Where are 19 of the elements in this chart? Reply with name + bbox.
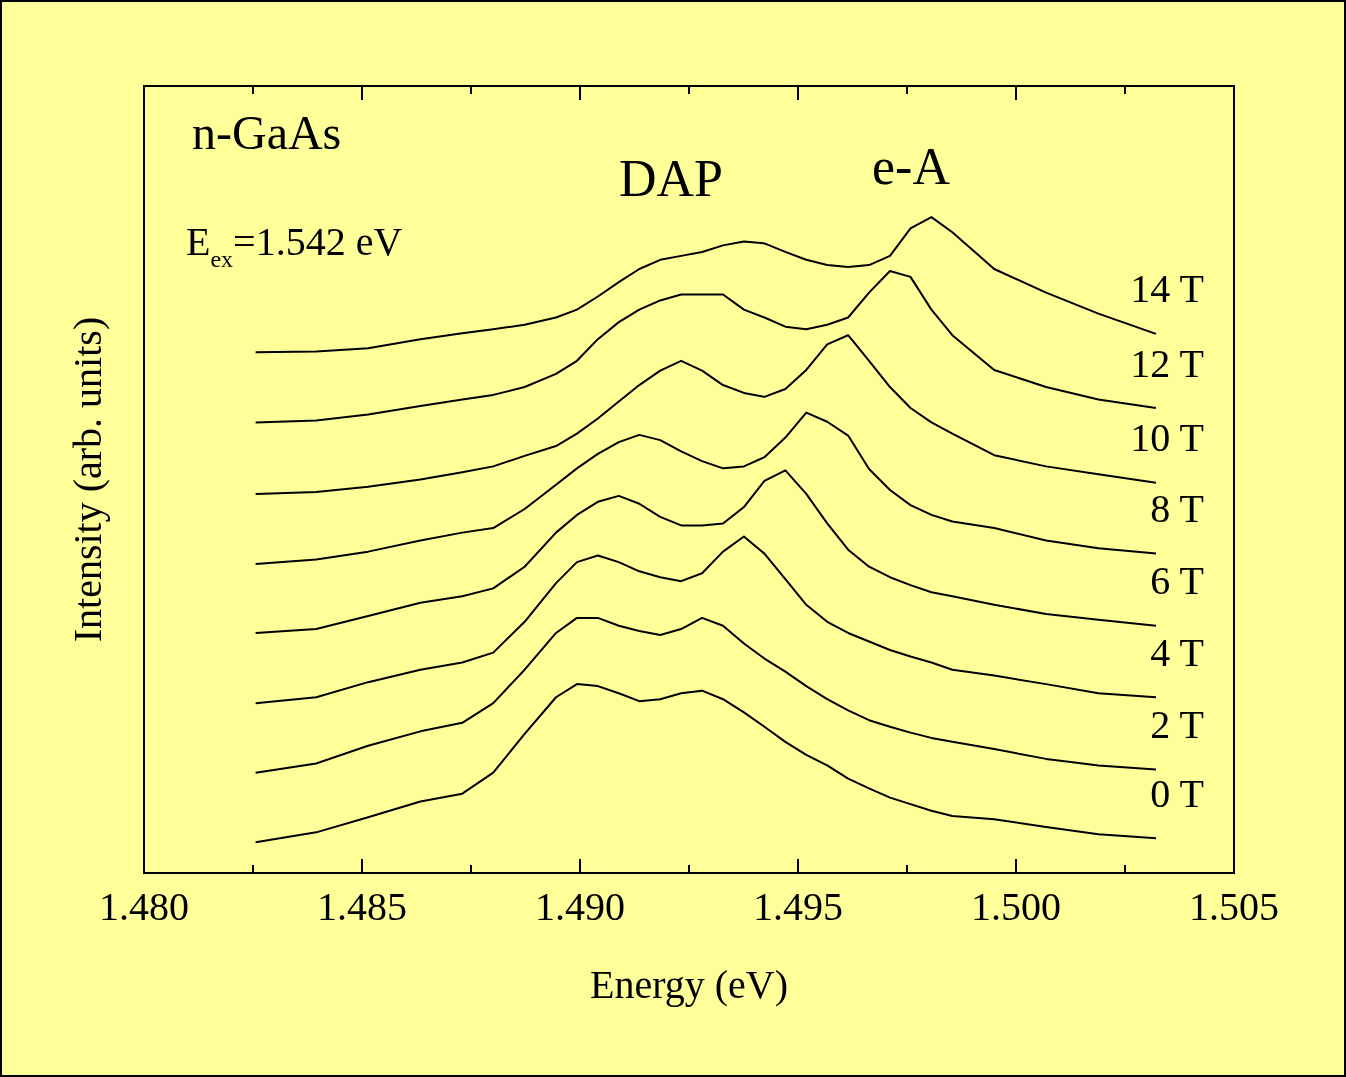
- x-tick-label: 1.500: [971, 883, 1061, 929]
- x-tick-label: 1.480: [99, 883, 189, 929]
- series-label: 4 T: [1150, 629, 1204, 675]
- x-tick-label: 1.505: [1189, 883, 1279, 929]
- series-label: 14 T: [1130, 266, 1204, 312]
- x-axis-title: Energy (eV): [589, 961, 789, 1007]
- series-label: 12 T: [1130, 340, 1204, 386]
- series-label: 2 T: [1150, 701, 1204, 747]
- x-tick-label: 1.485: [317, 883, 407, 929]
- text: DAP: [618, 150, 724, 208]
- series-label: 8 T: [1150, 486, 1204, 532]
- x-tick-label: 1.495: [753, 883, 843, 929]
- series-label: 10 T: [1130, 415, 1204, 461]
- x-tick-label: 1.490: [535, 883, 625, 929]
- text: n-GaAs: [192, 105, 342, 159]
- series-label: 0 T: [1150, 770, 1204, 816]
- series-label: 6 T: [1150, 558, 1204, 604]
- text: e-A: [872, 138, 951, 196]
- y-axis-title: Intensity (arb. units): [64, 316, 110, 643]
